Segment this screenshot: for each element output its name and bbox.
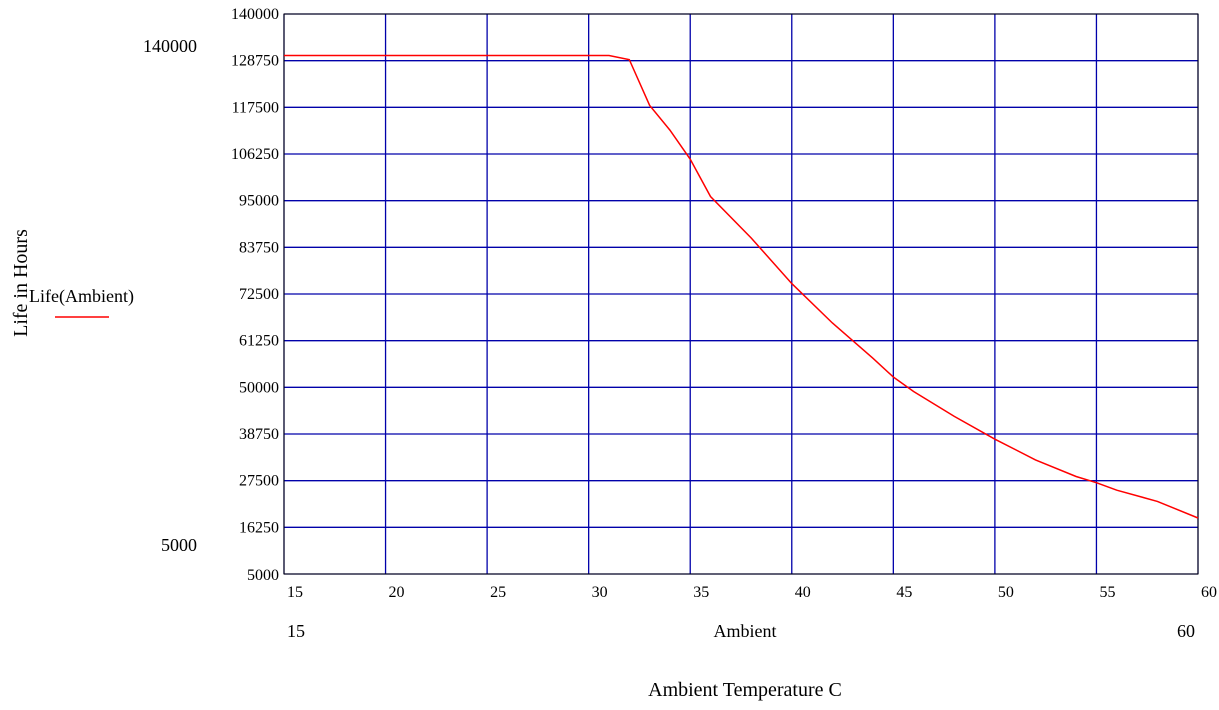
x-tick-label: 25 bbox=[490, 584, 506, 601]
x-tick-label: 15 bbox=[287, 584, 303, 601]
x-tick-label: 30 bbox=[592, 584, 608, 601]
x-variable-label: Ambient bbox=[714, 621, 777, 641]
plot-frame bbox=[283, 13, 1199, 575]
legend-series-name: Life(Ambient) bbox=[29, 286, 134, 307]
x-tick-labels: 15 20 25 30 35 40 45 50 55 60 bbox=[287, 584, 1217, 601]
x-tick-label: 20 bbox=[389, 584, 405, 601]
grid-lines bbox=[283, 13, 1199, 575]
y-tick-label: 95000 bbox=[239, 193, 279, 210]
y-tick-label: 61250 bbox=[239, 333, 279, 350]
x-axis-title: Ambient Temperature C bbox=[648, 679, 842, 701]
x-tick-label: 60 bbox=[1201, 584, 1217, 601]
x-tick-label: 55 bbox=[1099, 584, 1115, 601]
series-line-life-ambient bbox=[284, 54, 1199, 519]
x-tick-label: 50 bbox=[998, 584, 1014, 601]
y-tick-label: 5000 bbox=[247, 567, 279, 584]
y-tick-label: 106250 bbox=[231, 146, 279, 163]
x-tick-label: 45 bbox=[896, 584, 912, 601]
y-tick-label: 83750 bbox=[239, 239, 279, 256]
y-tick-label: 27500 bbox=[239, 473, 279, 490]
y-range-min-label: 5000 bbox=[161, 535, 197, 555]
y-axis-title: Life in Hours bbox=[10, 229, 32, 337]
x-range-min-label: 15 bbox=[287, 621, 305, 641]
y-tick-label: 50000 bbox=[239, 379, 279, 396]
y-tick-labels: 5000 16250 27500 38750 50000 61250 72500 83750 9… bbox=[231, 6, 279, 584]
y-tick-label: 72500 bbox=[239, 286, 279, 303]
y-tick-label: 140000 bbox=[231, 6, 279, 23]
y-tick-label: 117500 bbox=[232, 99, 279, 116]
y-tick-label: 128750 bbox=[231, 53, 279, 70]
x-tick-label: 40 bbox=[795, 584, 811, 601]
y-tick-label: 16250 bbox=[239, 519, 279, 536]
x-tick-label: 35 bbox=[693, 584, 709, 601]
x-range-max-label: 60 bbox=[1177, 621, 1195, 641]
y-range-max-label: 140000 bbox=[143, 36, 197, 56]
y-tick-label: 38750 bbox=[239, 426, 279, 443]
